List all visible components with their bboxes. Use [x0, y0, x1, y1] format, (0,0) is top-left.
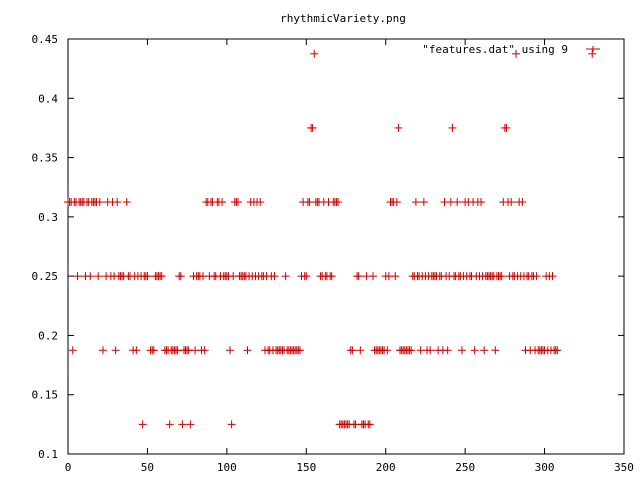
- data-point: [86, 272, 95, 281]
- data-point: [477, 198, 486, 207]
- data-point: [411, 198, 420, 207]
- data-point: [588, 49, 597, 58]
- data-point: [407, 346, 416, 355]
- data-point: [227, 420, 236, 429]
- data-point: [308, 123, 317, 132]
- y-tick-label: 0.35: [32, 152, 59, 165]
- data-point: [186, 420, 195, 429]
- data-point: [383, 346, 392, 355]
- data-point: [443, 346, 452, 355]
- data-point: [200, 346, 209, 355]
- data-point: [354, 272, 363, 281]
- data-point: [426, 346, 435, 355]
- data-point: [68, 346, 77, 355]
- y-tick-label: 0.3: [38, 211, 58, 224]
- data-point: [281, 272, 290, 281]
- plot-frame: [67, 38, 625, 455]
- x-tick-label: 50: [141, 461, 154, 474]
- data-point: [553, 346, 562, 355]
- data-point: [480, 346, 489, 355]
- data-point: [302, 272, 311, 281]
- legend: "features.dat" using 9: [422, 43, 600, 56]
- x-tick-label: 300: [535, 461, 555, 474]
- data-point: [149, 346, 158, 355]
- data-point: [157, 272, 166, 281]
- y-tick-label: 0.1: [38, 448, 58, 461]
- data-point: [392, 198, 401, 207]
- data-point: [94, 272, 103, 281]
- data-point: [457, 346, 466, 355]
- data-point: [502, 123, 511, 132]
- data-point: [507, 198, 516, 207]
- x-tick-label: 100: [217, 461, 237, 474]
- data-point: [532, 272, 541, 281]
- chart-title: rhythmicVariety.png: [280, 12, 406, 25]
- data-point: [518, 198, 527, 207]
- data-points: [64, 49, 597, 429]
- y-tick-label: 0.4: [38, 92, 58, 105]
- data-point: [73, 272, 82, 281]
- data-point: [327, 272, 336, 281]
- y-tick-label: 0.2: [38, 329, 58, 342]
- data-point: [178, 420, 187, 429]
- data-point: [243, 346, 252, 355]
- x-tick-label: 0: [65, 461, 72, 474]
- data-point: [548, 272, 557, 281]
- data-point: [511, 49, 520, 58]
- data-point: [270, 272, 279, 281]
- y-axis: 0.1 0.15 0.2 0.25 0.3 0.35 0.4 0.45: [32, 33, 624, 461]
- data-point: [256, 198, 265, 207]
- data-point: [138, 420, 147, 429]
- data-point: [419, 198, 428, 207]
- legend-label: "features.dat" using 9: [422, 43, 568, 56]
- y-tick-label: 0.45: [32, 33, 59, 46]
- x-tick-label: 350: [614, 461, 634, 474]
- y-tick-label: 0.25: [32, 270, 59, 283]
- data-point: [470, 346, 479, 355]
- data-point: [448, 123, 457, 132]
- data-point: [95, 198, 104, 207]
- data-point: [491, 346, 500, 355]
- data-point: [356, 346, 365, 355]
- x-axis: 0 50 100 150 200 250 300 350: [65, 39, 634, 474]
- data-point: [218, 198, 227, 207]
- x-tick-label: 250: [455, 461, 475, 474]
- data-point: [132, 346, 141, 355]
- data-point: [369, 272, 378, 281]
- data-point: [165, 420, 174, 429]
- data-point: [226, 346, 235, 355]
- data-point: [233, 198, 242, 207]
- data-point: [176, 272, 185, 281]
- data-point: [310, 49, 319, 58]
- x-tick-label: 150: [296, 461, 316, 474]
- data-point: [113, 198, 122, 207]
- data-point: [497, 272, 506, 281]
- data-point: [394, 123, 403, 132]
- x-tick-label: 200: [376, 461, 396, 474]
- data-point: [334, 198, 343, 207]
- data-point: [391, 272, 400, 281]
- data-point: [143, 272, 152, 281]
- data-point: [348, 346, 357, 355]
- data-point: [295, 346, 304, 355]
- data-point: [111, 346, 120, 355]
- y-tick-label: 0.15: [32, 389, 59, 402]
- data-point: [122, 198, 131, 207]
- data-point: [453, 198, 462, 207]
- data-point: [98, 346, 107, 355]
- data-point: [365, 420, 374, 429]
- legend-marker: [586, 46, 600, 52]
